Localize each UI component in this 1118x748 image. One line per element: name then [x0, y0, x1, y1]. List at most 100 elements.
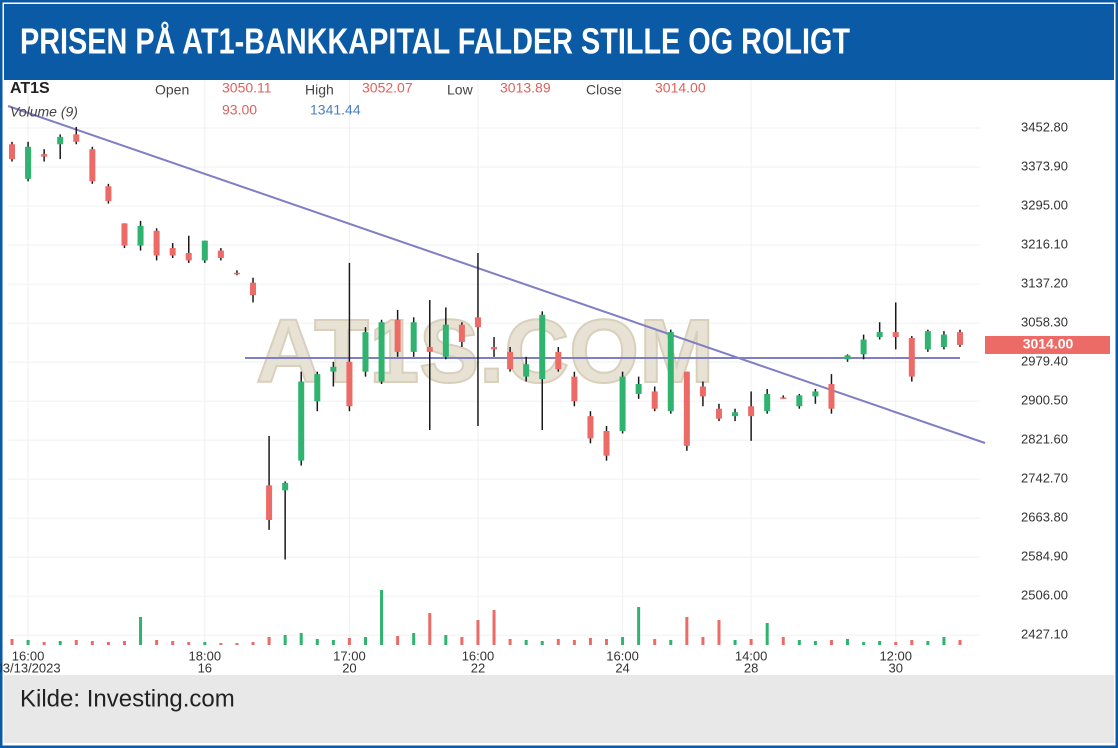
volume-bar [942, 637, 946, 645]
candle-body [330, 366, 337, 372]
volume-bar [460, 637, 464, 645]
volume-bar [605, 639, 609, 645]
x-tick-label: 17:00 [333, 648, 366, 663]
candle-body [282, 482, 289, 491]
x-tick-label: 30 [888, 660, 902, 675]
candle-body [876, 332, 883, 338]
candle-body [764, 393, 771, 412]
candle-body [491, 346, 498, 350]
volume-last: 93.00 [222, 102, 257, 118]
volume-bar [235, 643, 239, 645]
volume-bar [846, 639, 850, 645]
candle-body [9, 144, 15, 160]
volume-ma: 1341.44 [310, 102, 361, 118]
candle-body [73, 134, 80, 142]
y-tick-label: 3058.30 [1021, 315, 1068, 330]
candle-body [57, 136, 64, 145]
candle-body [683, 371, 690, 446]
candle-body [137, 225, 144, 246]
x-tick-label: 16 [198, 660, 212, 675]
candle-body [924, 331, 931, 350]
candle-body [442, 324, 449, 357]
volume-bar [910, 640, 914, 645]
candle-body [298, 381, 305, 461]
candle-body [507, 351, 514, 370]
volume-bar [122, 641, 126, 645]
volume-bar [315, 639, 319, 645]
candle-body [908, 338, 915, 377]
marks [9, 126, 963, 645]
candle-body [394, 319, 401, 352]
candle-body [89, 149, 96, 182]
volume-bar [701, 637, 705, 645]
volume-bar [299, 633, 303, 645]
candle-body [780, 397, 787, 399]
volume-bar [171, 641, 175, 645]
high-label: High [305, 82, 334, 98]
volume-bar [331, 640, 335, 645]
candle-body [860, 339, 867, 355]
volume-bar [283, 635, 287, 645]
candle-body [474, 317, 481, 328]
candle-body [426, 346, 433, 352]
x-tick-label: 16:00 [12, 648, 45, 663]
x-tick-label: 20 [342, 660, 356, 675]
y-tick-label: 3295.00 [1021, 197, 1068, 212]
volume-bar [797, 640, 801, 645]
volume-bar [669, 640, 673, 645]
y-tick-label: 2584.90 [1021, 549, 1068, 564]
volume-bar [813, 641, 817, 645]
volume-bar [203, 642, 207, 645]
volume-bar [781, 637, 785, 645]
volume-bar [621, 637, 625, 645]
candle-body [635, 384, 642, 394]
watermark: AT1S.COM [256, 302, 714, 402]
volume-bar [878, 641, 882, 645]
candle-body [458, 324, 465, 343]
volume-bar [58, 641, 62, 645]
candle-body [667, 332, 674, 412]
y-tick-label: 2742.70 [1021, 471, 1068, 486]
title: PRISEN PÅ AT1-BANKKAPITAL FALDER STILLE … [20, 21, 850, 62]
volume-bar [733, 640, 737, 645]
x-tick-label: 16:00 [462, 648, 495, 663]
candle-body [571, 376, 578, 402]
volume-bar [653, 639, 657, 645]
candle-body [362, 332, 369, 372]
candle-body [828, 384, 835, 409]
volume-bar [74, 640, 78, 645]
volume-bar [219, 643, 223, 645]
source: Kilde: Investing.com [20, 685, 235, 712]
volume-bar [380, 590, 384, 645]
low-value: 3013.89 [500, 80, 551, 96]
volume-bar [428, 613, 432, 645]
volume-bar [588, 638, 592, 645]
volume-bar [476, 620, 480, 645]
volume-bar [508, 639, 512, 645]
volume-bar [894, 642, 898, 645]
candle-body [201, 240, 208, 261]
volume-bar [685, 617, 689, 645]
candle-body [844, 355, 851, 360]
y-tick-label: 3373.90 [1021, 158, 1068, 173]
volume-bar [958, 640, 962, 645]
volume-bar [829, 640, 833, 645]
candle-body [555, 351, 562, 370]
volume-label: Volume (9) [10, 104, 78, 120]
candle-body [346, 361, 353, 407]
y-tick-label: 3452.80 [1021, 119, 1068, 134]
volume-bar [444, 635, 448, 645]
candle-body [523, 364, 530, 377]
volume-bar [540, 641, 544, 645]
candle-body [748, 406, 755, 417]
x-tick-label: 12:00 [879, 648, 912, 663]
low-label: Low [447, 82, 474, 98]
x-tick-label: 24 [615, 660, 629, 675]
open-value: 3050.11 [222, 80, 272, 96]
candle-body [153, 230, 160, 256]
candle-body [25, 146, 32, 179]
trend-line [7, 105, 986, 444]
volume-bar [42, 642, 46, 645]
candle-body [892, 332, 899, 338]
